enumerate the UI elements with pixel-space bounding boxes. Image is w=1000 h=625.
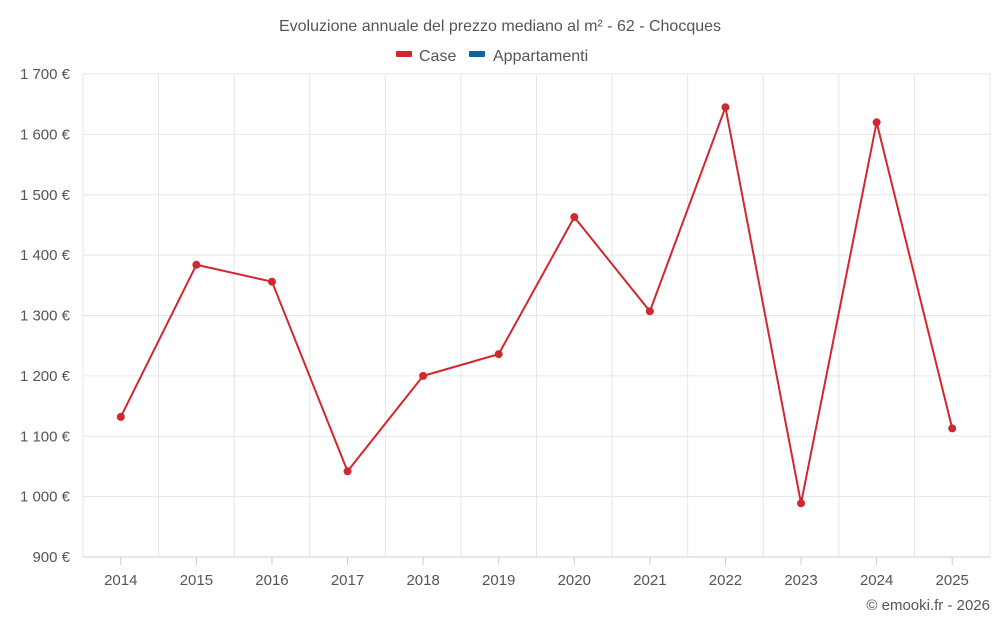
data-point-case-2022[interactable] — [721, 103, 730, 112]
series-line-case — [119, 106, 954, 505]
legend-item-case[interactable]: Case — [396, 48, 456, 65]
y-tick-label: 1 400 € — [20, 247, 71, 264]
data-point-case-2021[interactable] — [645, 307, 654, 316]
legend: Case Appartamenti — [396, 48, 588, 65]
data-point-case-2015[interactable] — [192, 260, 201, 269]
x-axis: 2014 2015 2016 2017 2018 2019 2020 2021 2022 2023… — [83, 556, 990, 589]
data-point-case-2019[interactable] — [494, 350, 503, 359]
x-tick-label: 2018 — [406, 572, 439, 589]
y-tick-label: 1 200 € — [20, 368, 71, 385]
grid — [82, 73, 991, 557]
y-tick-label: 1 000 € — [20, 489, 71, 506]
y-tick-label: 1 500 € — [20, 187, 71, 204]
y-axis: 900 € 1 000 € 1 100 € 1 200 € 1 300 € 1 400 €… — [20, 66, 71, 566]
data-point-case-2023[interactable] — [797, 499, 806, 508]
data-point-case-2025[interactable] — [948, 424, 957, 433]
credit-text: © emooki.fr - 2026 — [866, 597, 990, 614]
legend-label-case: Case — [419, 48, 456, 65]
x-tick-label: 2020 — [558, 572, 591, 589]
legend-label-appartamenti: Appartamenti — [493, 48, 588, 65]
chart-title: Evoluzione annuale del prezzo mediano al… — [279, 18, 721, 35]
legend-swatch-appartamenti — [469, 51, 485, 57]
x-tick-label: 2017 — [331, 572, 364, 589]
y-tick-label: 1 600 € — [20, 126, 71, 143]
x-tick-label: 2016 — [255, 572, 288, 589]
legend-item-appartamenti[interactable]: Appartamenti — [469, 48, 588, 65]
series-case — [116, 103, 957, 508]
data-point-case-2017[interactable] — [343, 467, 352, 476]
data-point-case-2024[interactable] — [872, 118, 881, 127]
x-tick-label: 2014 — [104, 572, 137, 589]
data-point-case-2014[interactable] — [116, 412, 125, 421]
y-tick-label: 1 700 € — [20, 66, 71, 83]
x-tick-label: 2024 — [860, 572, 893, 589]
x-tick-label: 2025 — [936, 572, 969, 589]
y-tick-label: 900 € — [32, 549, 70, 566]
x-tick-label: 2022 — [709, 572, 742, 589]
data-point-case-2016[interactable] — [267, 277, 276, 286]
legend-swatch-case — [396, 51, 412, 57]
x-tick-label: 2015 — [180, 572, 213, 589]
data-point-case-2020[interactable] — [570, 213, 579, 222]
x-tick-label: 2019 — [482, 572, 515, 589]
x-tick-label: 2021 — [633, 572, 666, 589]
data-point-case-2018[interactable] — [419, 371, 428, 380]
x-tick-label: 2023 — [784, 572, 817, 589]
y-tick-label: 1 300 € — [20, 308, 71, 325]
y-tick-label: 1 100 € — [20, 428, 71, 445]
